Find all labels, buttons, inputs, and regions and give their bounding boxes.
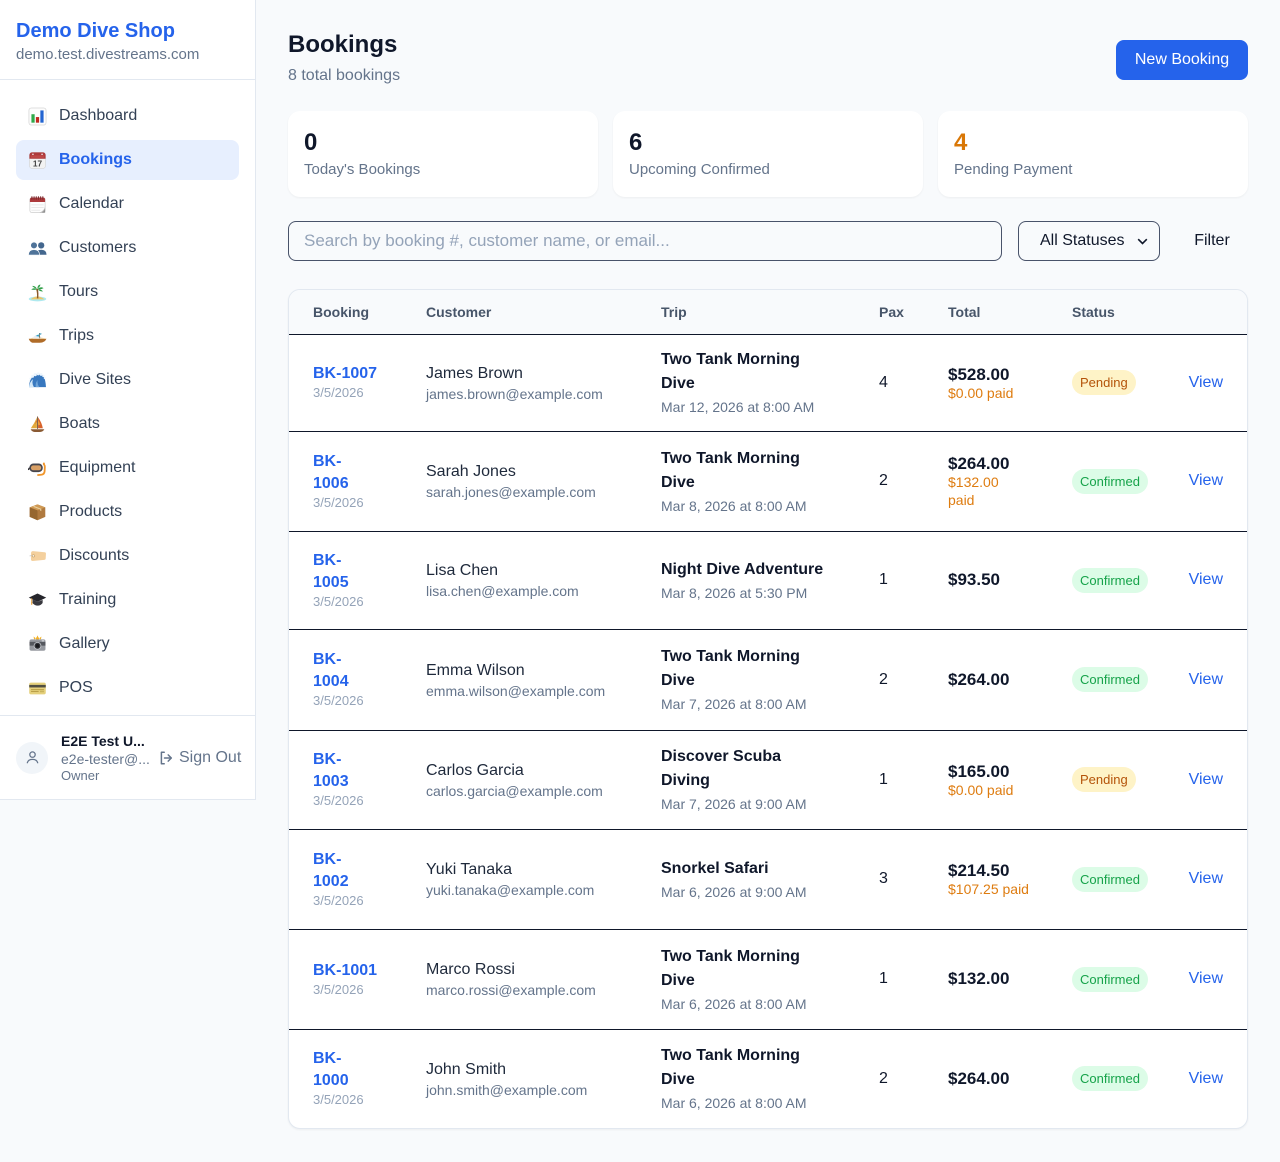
svg-text:17: 17 — [33, 158, 43, 168]
